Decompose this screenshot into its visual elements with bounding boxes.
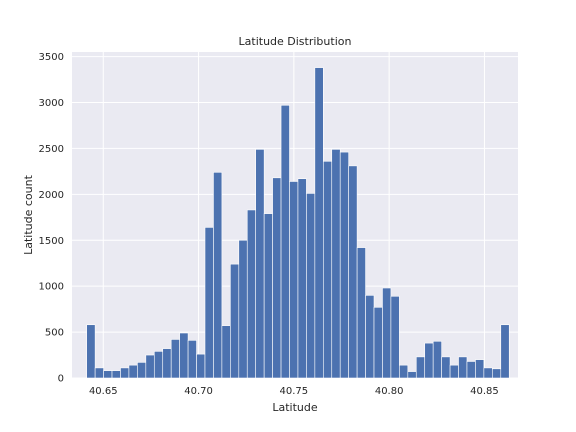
x-tick-label: 40.80: [375, 386, 404, 397]
histogram-bar: [171, 339, 179, 378]
histogram-bar: [205, 227, 213, 378]
histogram-bar: [442, 357, 450, 378]
chart-title: Latitude Distribution: [239, 35, 352, 48]
histogram-bar: [281, 105, 289, 378]
histogram-bar: [222, 326, 230, 378]
histogram-bar: [484, 368, 492, 378]
histogram-bar: [433, 341, 441, 378]
y-tick-labels: 0 500 1000 1500 2000 2500 3000 3500: [39, 52, 64, 384]
histogram-bar: [137, 362, 145, 378]
histogram-bar: [95, 368, 103, 378]
x-tick-label: 40.70: [184, 386, 213, 397]
y-tick-label: 2000: [39, 190, 64, 201]
histogram-bar: [501, 325, 509, 378]
y-tick-label: 1500: [39, 236, 64, 247]
histogram-bar: [298, 179, 306, 378]
y-tick-label: 2500: [39, 144, 64, 155]
histogram-bar: [264, 214, 272, 378]
histogram-bar: [366, 295, 374, 378]
y-tick-label: 3000: [39, 98, 64, 109]
y-axis-label: Latitude count: [22, 174, 35, 254]
histogram-bar: [315, 68, 323, 378]
y-tick-label: 1000: [39, 282, 64, 293]
histogram-bar: [425, 343, 433, 378]
histogram-bar: [416, 357, 424, 378]
x-tick-label: 40.75: [280, 386, 309, 397]
histogram-bar: [459, 357, 467, 378]
histogram-bar: [112, 371, 120, 378]
histogram-bar: [197, 354, 205, 378]
histogram-bar: [154, 351, 162, 378]
histogram-bar: [273, 178, 281, 378]
histogram-bar: [374, 307, 382, 378]
histogram-bar: [332, 149, 340, 378]
histogram-bar: [120, 368, 128, 378]
histogram-bar: [213, 172, 221, 378]
histogram-bar: [492, 369, 500, 378]
histogram-bar: [467, 361, 475, 378]
y-tick-label: 500: [45, 328, 64, 339]
histogram-bar: [408, 372, 416, 378]
histogram-bar: [340, 152, 348, 378]
histogram-bar: [129, 365, 137, 378]
histogram-bar: [290, 181, 298, 378]
histogram-bar: [399, 365, 407, 378]
histogram-bar: [239, 240, 247, 378]
histogram-bar: [450, 365, 458, 378]
y-tick-label: 0: [58, 374, 64, 385]
histogram-bar: [104, 371, 112, 378]
histogram-bar: [323, 161, 331, 378]
histogram-bar: [391, 296, 399, 378]
histogram-bar: [230, 264, 238, 378]
histogram-bar: [87, 325, 95, 378]
histogram-bar: [163, 349, 171, 378]
x-tick-labels: 40.65 40.70 40.75 40.80 40.85: [89, 386, 499, 397]
histogram-bar: [357, 248, 365, 378]
histogram-bar: [247, 210, 255, 378]
histogram-bar: [180, 333, 188, 378]
x-tick-label: 40.85: [470, 386, 499, 397]
histogram-bar: [256, 149, 264, 378]
histogram-bar: [349, 166, 357, 378]
histogram-bar: [475, 360, 483, 378]
histogram-bar: [146, 355, 154, 378]
y-tick-label: 3500: [39, 52, 64, 63]
histogram-bar: [382, 288, 390, 378]
histogram-bar: [306, 193, 314, 378]
x-tick-label: 40.65: [89, 386, 118, 397]
x-axis-label: Latitude: [272, 401, 318, 414]
histogram-bar: [188, 340, 196, 378]
